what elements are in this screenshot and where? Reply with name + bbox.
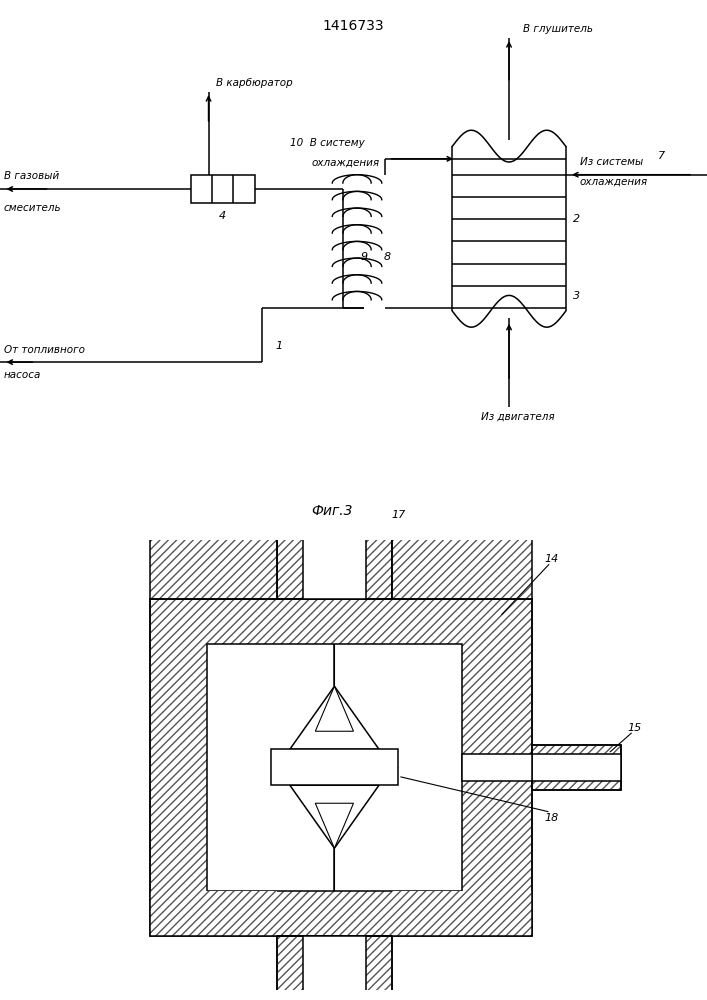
- Text: 4: 4: [219, 211, 226, 221]
- Text: 17: 17: [392, 510, 406, 520]
- Text: В газовый: В газовый: [4, 171, 59, 181]
- Text: В глушитель: В глушитель: [523, 24, 593, 34]
- Bar: [392, 891, 532, 936]
- Bar: [303, 526, 366, 598]
- Bar: [392, 526, 532, 598]
- Bar: [462, 754, 532, 781]
- Bar: [150, 526, 277, 598]
- Text: насоса: насоса: [4, 370, 41, 380]
- Bar: [277, 936, 392, 1000]
- Text: смеситель: смеситель: [4, 203, 62, 213]
- Polygon shape: [315, 803, 354, 848]
- Text: 1416733: 1416733: [322, 19, 385, 33]
- Bar: [150, 526, 277, 598]
- Bar: [277, 526, 392, 598]
- Text: Из системы: Из системы: [580, 157, 643, 167]
- Bar: [392, 526, 532, 598]
- Bar: [150, 598, 532, 936]
- Text: 3: 3: [573, 291, 580, 301]
- Text: 7: 7: [658, 151, 665, 161]
- Bar: [191, 175, 255, 203]
- Bar: [277, 936, 392, 1000]
- Bar: [392, 891, 532, 936]
- Bar: [532, 745, 621, 790]
- Bar: [303, 936, 366, 1000]
- Bar: [532, 745, 621, 790]
- Bar: [150, 526, 277, 598]
- Text: 1: 1: [276, 341, 283, 351]
- Text: охлаждения: охлаждения: [580, 176, 648, 186]
- Text: Фиг.3: Фиг.3: [312, 504, 353, 518]
- Polygon shape: [315, 686, 354, 731]
- Bar: [532, 745, 621, 790]
- Bar: [277, 936, 392, 1000]
- Bar: [277, 526, 392, 598]
- Bar: [150, 598, 532, 936]
- Bar: [150, 891, 277, 936]
- Polygon shape: [271, 749, 398, 785]
- Text: Из двигателя: Из двигателя: [481, 411, 554, 421]
- Text: 14: 14: [544, 554, 559, 564]
- Text: В карбюратор: В карбюратор: [216, 78, 293, 88]
- Bar: [532, 754, 621, 781]
- Text: 2: 2: [573, 214, 580, 224]
- Text: 10  В систему: 10 В систему: [290, 138, 365, 148]
- Bar: [392, 526, 532, 598]
- Text: 15: 15: [627, 723, 641, 733]
- Text: 9: 9: [361, 252, 368, 262]
- Text: охлаждения: охлаждения: [311, 157, 379, 167]
- Bar: [277, 526, 392, 598]
- Polygon shape: [290, 785, 379, 848]
- Polygon shape: [290, 686, 379, 749]
- Bar: [150, 891, 277, 936]
- Text: От топливного: От топливного: [4, 345, 85, 355]
- Text: 18: 18: [544, 813, 559, 823]
- Bar: [207, 644, 462, 891]
- Bar: [150, 598, 532, 936]
- Text: 8: 8: [384, 252, 391, 262]
